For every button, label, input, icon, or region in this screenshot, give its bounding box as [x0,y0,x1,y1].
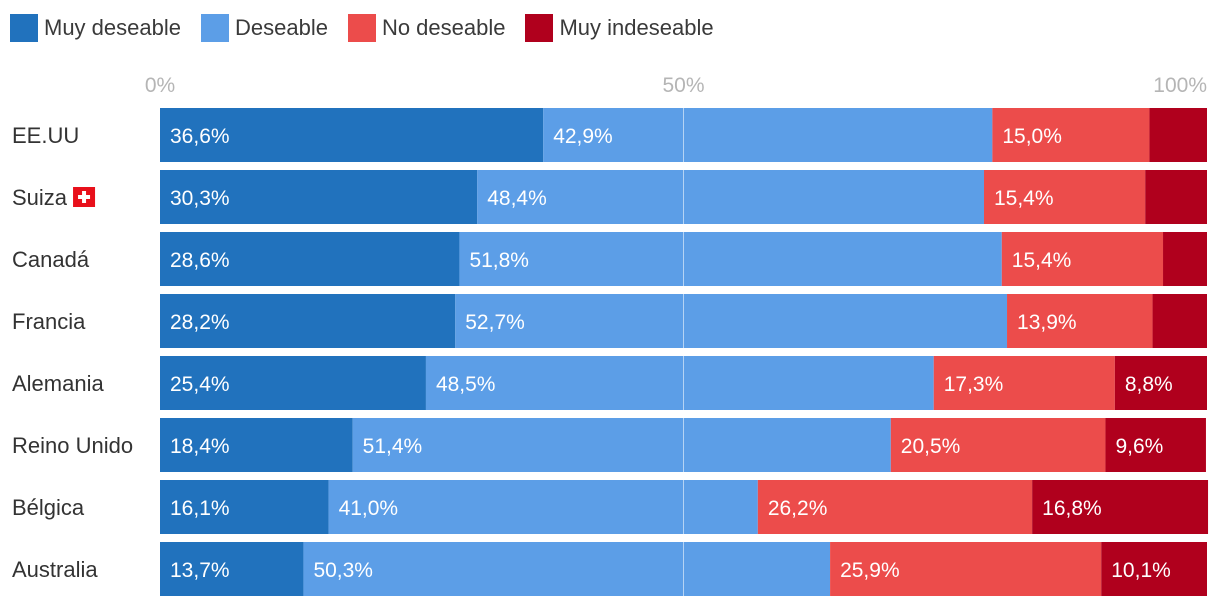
bar-segment-deseable [425,356,934,410]
bar-segment-no-deseable [992,108,1150,162]
x-tick-label: 0% [145,74,175,97]
bar-segment-muy-deseable [160,542,304,596]
bar-segment-deseable [543,108,993,162]
bar-segment-no-deseable [890,418,1106,472]
bar-segment-no-deseable [1001,232,1164,286]
bar-value-label: 51,8% [469,249,529,272]
bar-segment-deseable [352,418,891,472]
bar-value-label: 51,4% [363,435,423,458]
bar-value-label: 13,9% [1017,311,1077,334]
bar-value-label: 28,6% [170,249,230,272]
bar-segment-muy-indeseable [1145,170,1207,224]
category-label: Reino Unido [12,433,133,458]
bar-segment-muy-deseable [160,108,544,162]
bar-value-label: 48,4% [487,187,547,210]
legend-label: Muy deseable [44,15,181,40]
legend-item-deseable: Deseable [200,14,328,42]
category-label: Francia [12,309,86,334]
legend-swatch [347,14,376,42]
bar-segment-muy-deseable [160,480,329,534]
category-label: Canadá [12,247,90,272]
bar-segment-deseable [455,294,1008,348]
bar-value-label: 42,9% [553,125,613,148]
bar-value-label: 10,1% [1111,559,1171,582]
bar-value-label: 20,5% [901,435,961,458]
bar-value-label: 16,8% [1042,497,1102,520]
legend-swatch [525,14,554,42]
bar-segment-muy-indeseable [1152,294,1207,348]
bar-value-label: 18,4% [170,435,230,458]
x-tick-label: 50% [662,74,704,97]
bar-value-label: 15,0% [1002,125,1062,148]
bar-value-label: 8,8% [1125,373,1173,396]
bar-segment-muy-indeseable [1105,418,1206,472]
bar-value-label: 36,6% [170,125,230,148]
bar-value-label: 16,1% [170,497,230,520]
legend-item-no-deseable: No deseable [347,14,506,42]
bar-segment-deseable [477,170,984,224]
bar-segment-deseable [328,480,758,534]
bar-value-label: 17,3% [944,373,1004,396]
category-label: Australia [12,557,98,582]
bar-segment-muy-deseable [160,170,478,224]
category-labels: EE.UU Suiza Canadá Francia Alemania Reino Uni… [12,123,133,582]
bar-segment-muy-deseable [160,294,456,348]
legend-label: Muy indeseable [559,15,714,40]
flag-cross-horizontal [78,195,91,199]
bar-value-label: 30,3% [170,187,230,210]
bar-segment-deseable [459,232,1002,286]
bar-segment-muy-indeseable [1114,356,1207,410]
legend-swatch [200,14,229,42]
bars: 36,6% 42,9% 15,0% 30,3% 48,4% 15,4% 28,6% 51,8%… [160,108,1209,596]
bar-segment-no-deseable [757,480,1033,534]
bar-value-label: 28,2% [170,311,230,334]
legend-item-muy-indeseable: Muy indeseable [525,14,714,42]
category-label: EE.UU [12,123,79,148]
legend-item-muy-deseable: Muy deseable [10,14,181,42]
bar-segment-muy-deseable [160,356,426,410]
bar-segment-muy-indeseable [1032,480,1209,534]
bar-value-label: 52,7% [465,311,525,334]
bar-segment-muy-deseable [160,232,460,286]
bar-segment-no-deseable [933,356,1115,410]
bar-value-label: 26,2% [768,497,828,520]
bar-segment-muy-deseable [160,418,353,472]
bar-segment-muy-indeseable [1163,232,1207,286]
bar-segment-muy-indeseable [1149,108,1207,162]
bar-value-label: 15,4% [994,187,1054,210]
bar-value-label: 25,4% [170,373,230,396]
legend-swatch [10,14,38,42]
bar-segment-no-deseable [1007,294,1153,348]
category-label: Bélgica [12,495,85,520]
bar-segment-no-deseable [830,542,1102,596]
bar-value-label: 9,6% [1115,435,1163,458]
legend: Muy deseable Deseable No deseable Muy indes… [10,12,734,44]
bar-segment-no-deseable [983,170,1146,224]
x-tick-label: 100% [1153,74,1207,97]
bar-segment-muy-indeseable [1101,542,1207,596]
bar-value-label: 15,4% [1012,249,1072,272]
bar-value-label: 41,0% [339,497,399,520]
category-label: Suiza [12,185,68,210]
bar-value-label: 13,7% [170,559,230,582]
bar-value-label: 48,5% [436,373,496,396]
legend-label: Deseable [234,15,328,40]
bar-value-label: 50,3% [313,559,373,582]
x-tick-labels: 0% 50% 100% [145,74,1207,97]
swiss-flag-icon [73,187,96,207]
legend-label: No deseable [381,15,506,40]
bar-value-label: 25,9% [840,559,900,582]
category-label: Alemania [12,371,104,396]
bar-segment-deseable [303,542,831,596]
